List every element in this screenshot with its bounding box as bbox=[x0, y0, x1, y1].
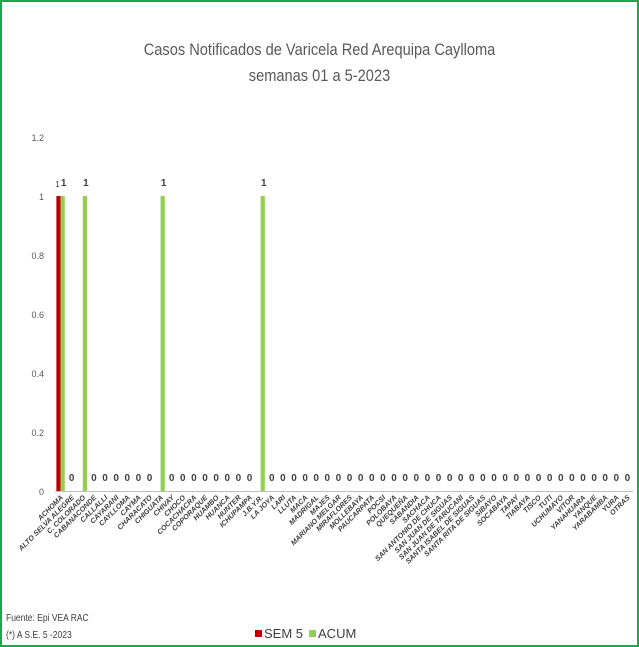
data-label-zero: 0 bbox=[391, 473, 397, 484]
data-label-zero: 0 bbox=[602, 473, 608, 484]
data-label-zero: 0 bbox=[280, 473, 286, 484]
data-label-sem5: 1 bbox=[55, 180, 60, 189]
data-label-zero: 0 bbox=[402, 473, 408, 484]
data-label-zero: 0 bbox=[514, 473, 520, 484]
data-label-zero: 0 bbox=[425, 473, 431, 484]
data-label-zero: 0 bbox=[380, 473, 386, 484]
data-label-zero: 0 bbox=[369, 473, 375, 484]
chart-title: Casos Notificados de Varicela Red Arequi… bbox=[143, 40, 496, 59]
data-label-zero: 0 bbox=[413, 473, 419, 484]
data-label-zero: 0 bbox=[358, 473, 364, 484]
data-label-zero: 0 bbox=[236, 473, 242, 484]
data-label-zero: 0 bbox=[313, 473, 319, 484]
data-label-zero: 0 bbox=[569, 473, 575, 484]
y-tick-label: 0.8 bbox=[31, 251, 44, 261]
bar-acum bbox=[260, 196, 265, 491]
y-tick-label: 0.6 bbox=[31, 310, 44, 320]
y-tick-label: 1.2 bbox=[31, 133, 44, 143]
data-label-acum: 1 bbox=[161, 178, 167, 189]
data-label-zero: 0 bbox=[491, 473, 497, 484]
data-label-zero: 0 bbox=[102, 473, 108, 484]
y-tick-label: 1 bbox=[39, 192, 44, 202]
y-tick-label: 0.2 bbox=[31, 428, 44, 438]
data-label-zero: 0 bbox=[147, 473, 153, 484]
data-label-zero: 0 bbox=[547, 473, 553, 484]
data-label-zero: 0 bbox=[225, 473, 231, 484]
legend: SEM 5 ACUM bbox=[255, 626, 356, 641]
data-label-zero: 0 bbox=[591, 473, 597, 484]
data-label-zero: 0 bbox=[625, 473, 631, 484]
data-label-zero: 0 bbox=[447, 473, 453, 484]
data-label-zero: 0 bbox=[291, 473, 297, 484]
data-label-zero: 0 bbox=[180, 473, 186, 484]
data-label-zero: 0 bbox=[536, 473, 542, 484]
data-label-zero: 0 bbox=[136, 473, 142, 484]
data-label-zero: 0 bbox=[558, 473, 564, 484]
data-label-acum: 1 bbox=[61, 178, 67, 189]
data-label-zero: 0 bbox=[458, 473, 464, 484]
legend-label-acum: ACUM bbox=[318, 626, 357, 641]
chart-subtitle: semanas 01 a 5-2023 bbox=[248, 66, 391, 85]
legend-label-sem5: SEM 5 bbox=[264, 626, 304, 641]
data-label-zero: 0 bbox=[347, 473, 353, 484]
data-label-zero: 0 bbox=[480, 473, 486, 484]
data-label-acum: 1 bbox=[83, 178, 89, 189]
legend-swatch-sem5 bbox=[255, 630, 262, 637]
data-label-zero: 0 bbox=[191, 473, 197, 484]
data-label-zero: 0 bbox=[247, 473, 253, 484]
data-label-zero: 0 bbox=[91, 473, 97, 484]
data-label-zero: 0 bbox=[302, 473, 308, 484]
data-label-zero: 0 bbox=[436, 473, 442, 484]
data-label-zero: 0 bbox=[469, 473, 475, 484]
bar-acum bbox=[82, 196, 87, 491]
legend-swatch-acum bbox=[309, 630, 317, 637]
data-label-zero: 0 bbox=[124, 473, 130, 484]
bar-acum bbox=[60, 196, 65, 491]
data-label-acum: 1 bbox=[261, 178, 267, 189]
bar-sem5 bbox=[56, 196, 61, 491]
data-label-zero: 0 bbox=[580, 473, 586, 484]
data-label-zero: 0 bbox=[336, 473, 342, 484]
data-label-zero: 0 bbox=[525, 473, 531, 484]
bar-acum bbox=[160, 196, 165, 491]
data-label-zero: 0 bbox=[202, 473, 208, 484]
y-tick-label: 0 bbox=[39, 487, 44, 497]
data-label-zero: 0 bbox=[269, 473, 275, 484]
data-label-zero: 0 bbox=[113, 473, 119, 484]
y-tick-label: 0.4 bbox=[31, 369, 44, 379]
data-label-zero: 0 bbox=[69, 473, 75, 484]
data-label-zero: 0 bbox=[213, 473, 219, 484]
data-label-zero: 0 bbox=[614, 473, 620, 484]
period-note: (*) A S.E. 5 -2023 bbox=[6, 630, 72, 641]
data-label-zero: 0 bbox=[169, 473, 175, 484]
data-label-zero: 0 bbox=[325, 473, 331, 484]
source-note: Fuente: Epi VEA RAC bbox=[6, 613, 89, 624]
data-label-zero: 0 bbox=[502, 473, 508, 484]
